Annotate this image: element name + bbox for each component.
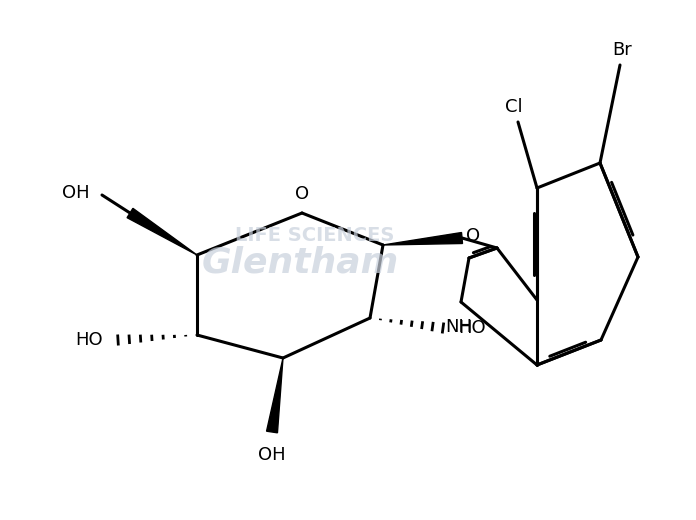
- Text: Br: Br: [612, 41, 632, 59]
- Text: LIFE SCIENCES: LIFE SCIENCES: [235, 226, 395, 244]
- Text: O: O: [466, 227, 480, 245]
- Text: Cl: Cl: [505, 98, 523, 116]
- Text: OH: OH: [63, 184, 90, 202]
- Polygon shape: [267, 358, 283, 433]
- Text: HO: HO: [458, 319, 486, 337]
- Text: HO: HO: [75, 331, 103, 349]
- Text: OH: OH: [258, 446, 286, 464]
- Text: Glentham: Glentham: [201, 245, 399, 279]
- Text: O: O: [295, 185, 309, 203]
- Polygon shape: [127, 209, 197, 255]
- Text: NH: NH: [445, 318, 473, 336]
- Polygon shape: [383, 232, 462, 245]
